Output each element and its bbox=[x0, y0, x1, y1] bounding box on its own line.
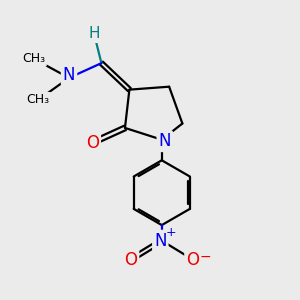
Text: O: O bbox=[86, 134, 99, 152]
Text: O: O bbox=[186, 250, 199, 268]
Text: CH₃: CH₃ bbox=[22, 52, 45, 65]
Text: N: N bbox=[63, 66, 75, 84]
Text: +: + bbox=[166, 226, 176, 239]
Text: CH₃: CH₃ bbox=[26, 93, 50, 106]
Text: N: N bbox=[158, 132, 171, 150]
Text: N: N bbox=[154, 232, 167, 250]
Text: H: H bbox=[88, 26, 100, 41]
Text: O: O bbox=[124, 250, 137, 268]
Text: −: − bbox=[199, 250, 211, 264]
